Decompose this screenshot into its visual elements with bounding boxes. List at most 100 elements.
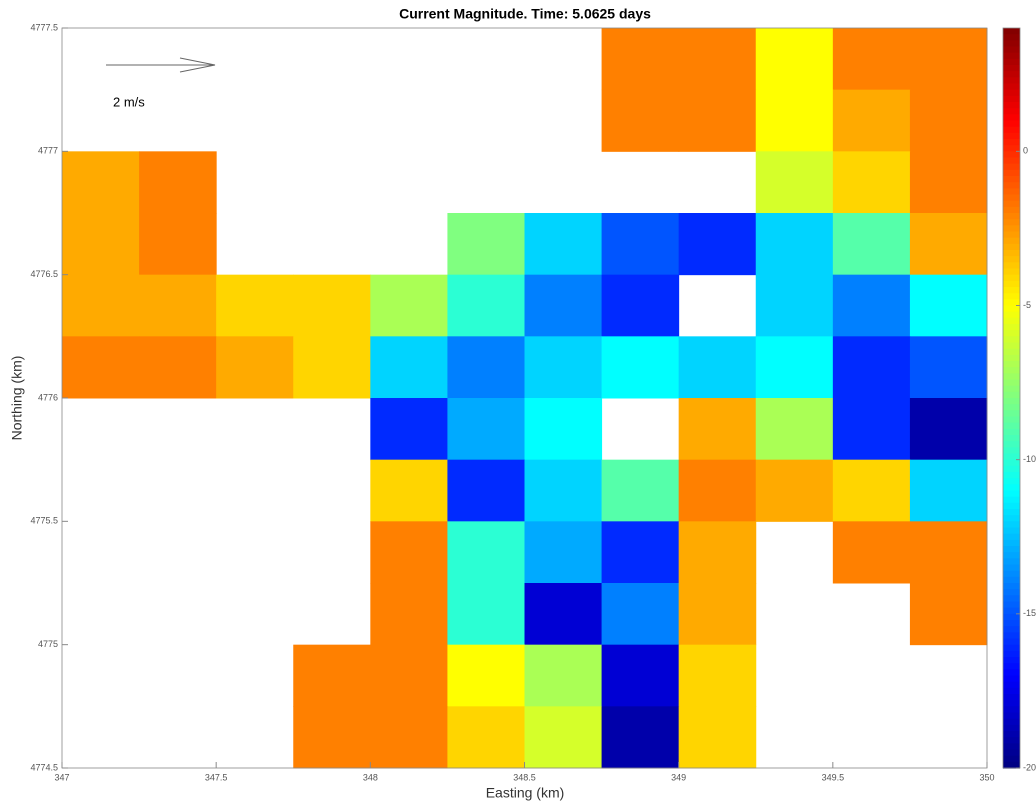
cell	[602, 460, 680, 522]
cell	[293, 275, 371, 337]
quiver-key: 2 m/s	[106, 58, 215, 109]
cell	[679, 398, 757, 460]
colorbar-swatch	[1003, 657, 1020, 664]
cell	[833, 28, 911, 90]
colorbar-swatch	[1003, 676, 1020, 683]
cell	[756, 151, 834, 213]
heatmap	[62, 28, 988, 769]
cell	[447, 645, 525, 707]
colorbar-swatch	[1003, 108, 1020, 115]
colorbar-swatch	[1003, 620, 1020, 627]
colorbar-swatch	[1003, 219, 1020, 226]
cell	[525, 521, 603, 583]
cell	[525, 706, 603, 768]
cell	[756, 460, 834, 522]
x-tick-label: 347.5	[205, 772, 228, 782]
cell	[833, 460, 911, 522]
y-axis-label: Northing (km)	[9, 356, 25, 441]
colorbar-swatch	[1003, 719, 1020, 726]
cell	[602, 336, 680, 398]
colorbar-swatch	[1003, 528, 1020, 535]
colorbar-swatch	[1003, 651, 1020, 658]
colorbar-swatch	[1003, 262, 1020, 269]
colorbar-swatch	[1003, 447, 1020, 454]
colorbar-tick-label: 0	[1023, 146, 1028, 156]
cell	[525, 645, 603, 707]
cell	[293, 706, 371, 768]
cell	[525, 275, 603, 337]
colorbar-swatch	[1003, 34, 1020, 41]
cell	[62, 213, 140, 275]
cell	[602, 90, 680, 152]
colorbar-swatch	[1003, 373, 1020, 380]
cell	[602, 645, 680, 707]
y-tick-label: 4774.5	[30, 762, 58, 772]
cell	[370, 645, 448, 707]
cell	[679, 645, 757, 707]
cell	[293, 336, 371, 398]
cell	[370, 336, 448, 398]
colorbar-swatch	[1003, 614, 1020, 621]
cell	[679, 28, 757, 90]
cell	[139, 275, 217, 337]
cell	[910, 90, 988, 152]
colorbar-swatch	[1003, 324, 1020, 331]
cell	[370, 706, 448, 768]
colorbar-swatch	[1003, 410, 1020, 417]
colorbar-swatch	[1003, 645, 1020, 652]
cell	[370, 583, 448, 645]
cell	[62, 151, 140, 213]
colorbar-swatch	[1003, 170, 1020, 177]
colorbar-tick-label: -15	[1023, 608, 1036, 618]
x-tick-label: 347	[54, 772, 69, 782]
colorbar-swatch	[1003, 700, 1020, 707]
colorbar-swatch	[1003, 571, 1020, 578]
y-tick-label: 4777.5	[30, 22, 58, 32]
cell	[910, 28, 988, 90]
colorbar-swatch	[1003, 256, 1020, 263]
colorbar-swatch	[1003, 293, 1020, 300]
cell	[139, 213, 217, 275]
colorbar-swatch	[1003, 540, 1020, 547]
colorbar-swatch	[1003, 207, 1020, 214]
colorbar-swatch	[1003, 626, 1020, 633]
y-tick-label: 4777	[38, 146, 58, 156]
colorbar-swatch	[1003, 706, 1020, 713]
colorbar-tick-label: -10	[1023, 454, 1036, 464]
cell	[833, 151, 911, 213]
cell	[833, 275, 911, 337]
colorbar-swatch	[1003, 694, 1020, 701]
colorbar-swatch	[1003, 349, 1020, 356]
colorbar-swatch	[1003, 96, 1020, 103]
colorbar-swatch	[1003, 682, 1020, 689]
colorbar-swatch	[1003, 750, 1020, 757]
cell	[216, 275, 294, 337]
y-tick-label: 4776.5	[30, 269, 58, 279]
colorbar-swatch	[1003, 663, 1020, 670]
colorbar-swatch	[1003, 595, 1020, 602]
colorbar-swatch	[1003, 330, 1020, 337]
colorbar-swatch	[1003, 28, 1020, 35]
chart-title: Current Magnitude. Time: 5.0625 days	[399, 6, 651, 22]
colorbar-swatch	[1003, 602, 1020, 609]
cell	[62, 336, 140, 398]
colorbar-swatch	[1003, 472, 1020, 479]
cell	[756, 213, 834, 275]
cell	[602, 28, 680, 90]
colorbar-swatch	[1003, 121, 1020, 128]
colorbar-swatch	[1003, 238, 1020, 245]
colorbar-swatch	[1003, 244, 1020, 251]
cell	[910, 521, 988, 583]
colorbar-swatch	[1003, 731, 1020, 738]
cell	[833, 336, 911, 398]
cell	[756, 398, 834, 460]
colorbar-swatch	[1003, 201, 1020, 208]
colorbar-swatch	[1003, 435, 1020, 442]
colorbar-tick-label: -5	[1023, 300, 1031, 310]
colorbar-swatch	[1003, 306, 1020, 313]
colorbar-swatch	[1003, 756, 1020, 763]
cell	[679, 460, 757, 522]
colorbar-swatch	[1003, 84, 1020, 91]
colorbar-swatch	[1003, 515, 1020, 522]
cell	[447, 336, 525, 398]
